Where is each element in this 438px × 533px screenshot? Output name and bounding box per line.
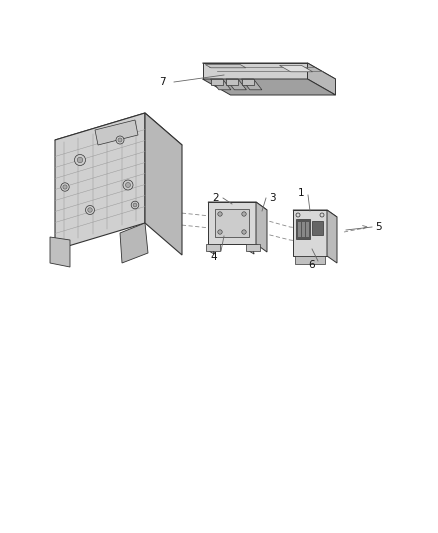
Text: 4: 4 [211,252,217,262]
Polygon shape [145,113,182,255]
Polygon shape [55,113,182,172]
Bar [302,222,304,237]
Circle shape [218,212,222,216]
Polygon shape [208,202,256,244]
Polygon shape [327,210,337,263]
Text: 2: 2 [213,193,219,203]
Polygon shape [50,237,70,267]
Circle shape [85,206,95,214]
Text: 3: 3 [268,193,276,203]
Circle shape [88,208,92,212]
Polygon shape [202,63,307,79]
Polygon shape [208,202,267,210]
Text: 1: 1 [298,188,304,198]
Polygon shape [205,64,246,68]
Polygon shape [95,120,138,145]
Circle shape [123,180,133,190]
Circle shape [126,182,131,188]
Circle shape [242,212,246,216]
Circle shape [74,155,85,166]
Polygon shape [202,63,336,79]
Polygon shape [226,79,247,90]
Circle shape [61,183,69,191]
Circle shape [77,157,83,163]
Polygon shape [120,223,148,263]
Polygon shape [256,202,267,252]
Polygon shape [241,79,262,90]
Bar [298,222,300,237]
Circle shape [242,230,246,234]
Polygon shape [55,113,145,250]
Polygon shape [312,221,323,235]
Polygon shape [211,79,223,85]
Text: 5: 5 [374,222,381,232]
Polygon shape [211,79,231,90]
Polygon shape [307,63,336,95]
Polygon shape [206,244,220,251]
Polygon shape [202,79,336,95]
Circle shape [218,230,222,234]
Polygon shape [293,210,337,217]
Circle shape [63,185,67,189]
Text: 7: 7 [159,77,165,87]
Polygon shape [241,79,254,85]
Polygon shape [295,256,325,264]
Polygon shape [215,209,249,237]
Polygon shape [296,219,310,239]
Text: 6: 6 [309,260,315,270]
Circle shape [118,138,122,142]
Polygon shape [293,210,327,256]
Polygon shape [246,244,260,251]
Polygon shape [226,79,238,85]
Circle shape [116,136,124,144]
Polygon shape [279,66,313,72]
Bar [306,222,308,237]
Circle shape [133,203,137,207]
Circle shape [131,201,139,209]
